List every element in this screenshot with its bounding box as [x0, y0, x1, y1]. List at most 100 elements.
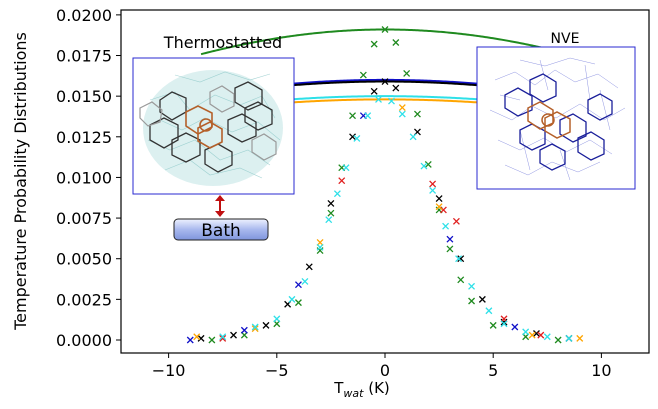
data-point-marker [338, 177, 346, 185]
nve-water-box-image [489, 57, 626, 181]
data-point-marker [294, 281, 302, 289]
data-point-marker [230, 331, 237, 339]
x-tick-label: −5 [265, 361, 289, 380]
data-point-marker [381, 26, 389, 33]
data-point-marker [327, 199, 335, 207]
data-point-marker [219, 333, 227, 341]
data-point-marker [193, 333, 201, 341]
data-point-marker [186, 336, 194, 344]
data-point-marker [392, 39, 400, 46]
x-axis-label: Twat (K) [333, 379, 390, 400]
data-point-marker [388, 97, 395, 105]
y-tick-label: 0.0000 [56, 331, 112, 350]
data-point-marker [565, 334, 573, 342]
data-point-marker [208, 336, 216, 344]
data-point-marker [381, 78, 389, 85]
data-point-marker [446, 245, 454, 253]
data-point-marker [511, 323, 519, 331]
data-point-marker [455, 255, 463, 263]
data-point-marker [370, 87, 378, 95]
data-point-marker [197, 334, 205, 342]
y-tick-label: 0.0200 [56, 6, 112, 25]
data-point-marker [468, 282, 476, 290]
data-point-marker [240, 326, 248, 334]
water-box-image [139, 70, 283, 186]
data-point-marker [359, 71, 367, 79]
data-point-marker [316, 247, 324, 255]
y-axis-label: Temperature Probability Distributions [11, 32, 30, 331]
data-point-marker [457, 255, 465, 263]
data-point-marker [353, 134, 361, 142]
y-tick-label: 0.0100 [56, 168, 112, 187]
inset-thermostatted: Thermostatted [132, 33, 295, 195]
data-point-marker [452, 217, 460, 225]
data-point-marker [528, 331, 536, 339]
data-point-marker [333, 190, 341, 198]
data-point-marker [442, 222, 450, 230]
data-point-marker [403, 69, 411, 77]
y-tick-label: 0.0125 [56, 128, 112, 147]
data-point-marker [413, 110, 421, 118]
y-tick-label: 0.0050 [56, 250, 112, 269]
data-point-marker [342, 164, 350, 172]
bath-arrow-up-icon [215, 195, 225, 201]
tick-layer: −10 −5 0 5 10 0.0000 0.0025 0.0050 0.0075 0.0100 0… [56, 6, 612, 380]
bath-label: Bath [201, 221, 241, 241]
bath-arrow-down-icon [215, 211, 225, 217]
data-point-marker [316, 243, 324, 251]
data-point-marker [576, 334, 584, 342]
y-tick-label: 0.0075 [56, 209, 112, 228]
y-tick-label: 0.0175 [56, 47, 112, 66]
data-point-marker [500, 320, 508, 328]
data-point-marker [398, 110, 406, 118]
data-point-marker [554, 336, 562, 344]
data-point-marker [457, 276, 465, 284]
bath-box [173, 218, 269, 241]
data-point-marker [439, 206, 447, 214]
nve-label: NVE [551, 31, 580, 47]
data-point-marker [478, 295, 486, 303]
data-point-marker [537, 331, 545, 339]
thermostatted-label: Thermostatted [163, 33, 282, 52]
data-point-marker [424, 160, 432, 168]
x-tick-label: −10 [152, 361, 186, 380]
data-point-marker [364, 112, 372, 120]
data-point-marker [262, 321, 270, 329]
data-point-marker [435, 203, 443, 211]
data-point-marker [392, 84, 400, 92]
data-point-marker [533, 330, 540, 337]
data-point-marker [327, 209, 335, 217]
data-point-marker [251, 323, 259, 331]
data-point-marker [375, 95, 382, 103]
data-point-marker [349, 112, 357, 120]
data-point-marker [219, 334, 227, 342]
data-point-marker [489, 321, 497, 329]
x-axis-label-subscript: wat [343, 387, 364, 400]
data-point-marker [325, 216, 333, 224]
x-axis-label-unit: (K) [363, 379, 389, 397]
data-point-marker [485, 307, 493, 315]
data-point-marker [446, 235, 454, 243]
data-point-marker [468, 297, 476, 305]
y-tick-label: 0.0150 [56, 87, 112, 106]
data-point-marker [543, 333, 551, 341]
x-tick-label: 10 [591, 361, 611, 380]
data-point-marker [435, 195, 443, 203]
data-point-marker [273, 315, 281, 323]
data-point-marker [409, 133, 417, 141]
bath-coupling: Bath [173, 195, 269, 241]
data-point-marker [349, 133, 357, 141]
data-point-marker [429, 180, 437, 188]
data-point-marker [305, 263, 313, 271]
data-point-marker [251, 325, 259, 333]
x-tick-label: 5 [488, 361, 498, 380]
data-point-marker [288, 295, 296, 303]
x-tick-label: 0 [380, 361, 390, 380]
data-point-marker [301, 278, 309, 285]
data-point-marker [429, 186, 437, 194]
data-point-marker [522, 328, 530, 336]
data-point-marker [370, 40, 378, 48]
y-tick-label: 0.0025 [56, 290, 112, 309]
x-axis-label-main: T [333, 379, 344, 397]
